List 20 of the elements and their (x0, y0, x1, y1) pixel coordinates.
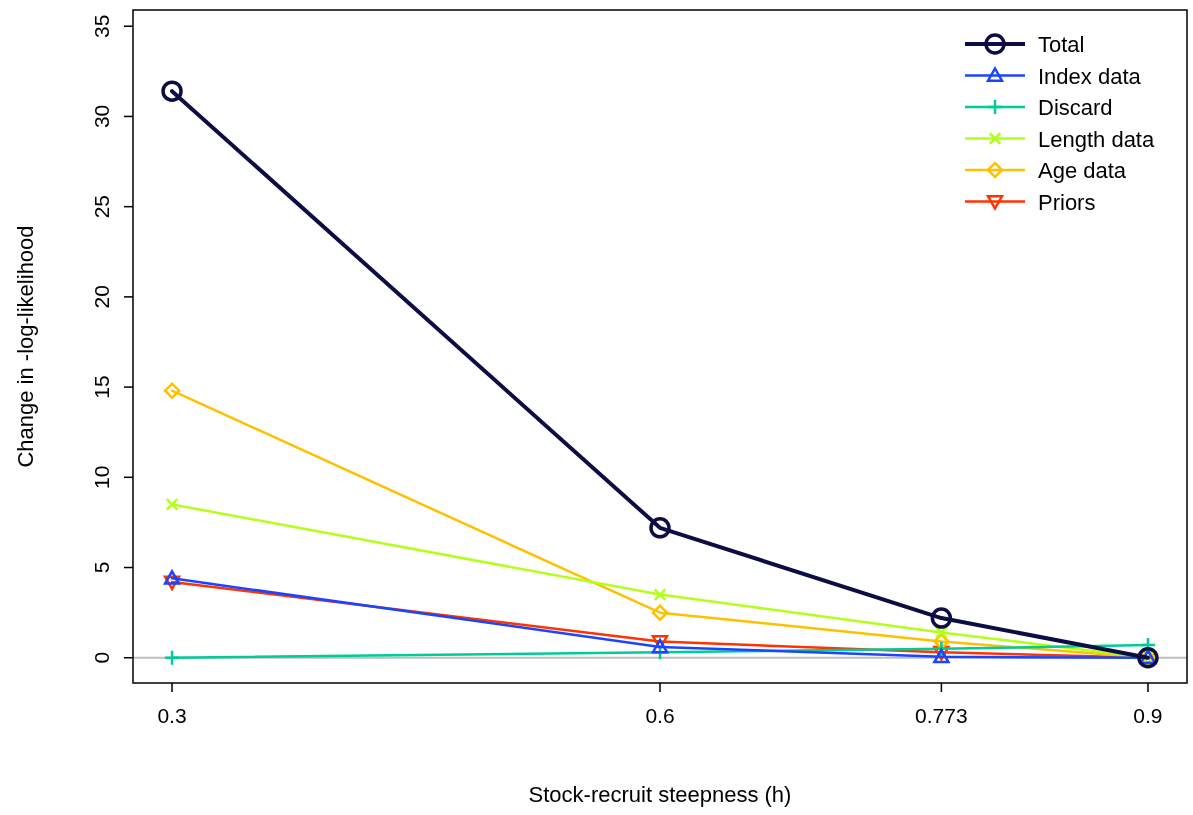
y-tick-label: 10 (90, 465, 113, 489)
legend-label: Index data (1038, 63, 1142, 89)
x-tick-label: 0.6 (645, 704, 675, 727)
y-tick-label: 0 (90, 651, 113, 664)
legend-label: Priors (1038, 189, 1096, 215)
y-tick-label: 35 (90, 14, 113, 38)
legend-label: Age data (1038, 158, 1127, 183)
x-axis-title: Stock-recruit steepness (h) (528, 782, 792, 807)
y-tick-label: 20 (90, 285, 113, 309)
x-tick-label: 0.773 (915, 704, 968, 727)
y-tick-label: 5 (90, 561, 113, 574)
x-tick-label: 0.3 (157, 704, 187, 727)
y-axis-title: Change in -log-likelihood (13, 225, 38, 468)
legend-label: Length data (1038, 126, 1155, 152)
legend-label: Discard (1038, 95, 1113, 120)
legend-label: Total (1038, 32, 1085, 57)
y-tick-label: 15 (90, 375, 113, 399)
y-tick-label: 30 (90, 104, 113, 129)
y-tick-label: 25 (90, 194, 113, 219)
x-tick-label: 0.9 (1133, 704, 1163, 727)
